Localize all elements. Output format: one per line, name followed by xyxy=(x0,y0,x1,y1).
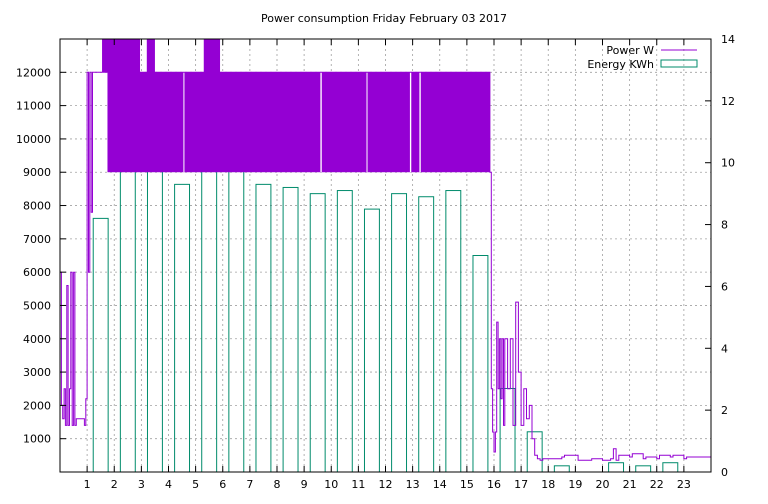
y2-tick-label: 14 xyxy=(721,33,735,46)
power-band-gap xyxy=(320,72,322,173)
power-band xyxy=(107,72,490,173)
y2-tick-label: 8 xyxy=(721,219,728,232)
x-tick-label: 22 xyxy=(650,478,664,491)
energy-bar xyxy=(92,217,109,473)
y2-tick-label: 6 xyxy=(721,280,728,293)
x-tick-label: 15 xyxy=(460,478,474,491)
y-tick-label: 5000 xyxy=(23,299,51,312)
x-tick-label: 9 xyxy=(301,478,308,491)
x-tick-label: 8 xyxy=(274,478,281,491)
y2-tick-label: 4 xyxy=(721,342,728,355)
y-tick-label: 9000 xyxy=(23,166,51,179)
y-tick-label: 10000 xyxy=(16,133,51,146)
x-tick-label: 12 xyxy=(379,478,393,491)
legend-label-energy: Energy KWh xyxy=(587,58,654,71)
x-tick-label: 1 xyxy=(84,478,91,491)
x-tick-label: 6 xyxy=(219,478,226,491)
energy-bar xyxy=(255,183,272,473)
energy-bar xyxy=(146,156,163,473)
power-line-group xyxy=(60,71,711,461)
energy-bar xyxy=(662,462,679,473)
energy-bar xyxy=(608,462,625,473)
power-peak-band xyxy=(102,39,141,73)
y-tick-label: 12000 xyxy=(16,66,51,79)
x-tick-label: 17 xyxy=(514,478,528,491)
x-tick-label: 19 xyxy=(568,478,582,491)
x-tick-label: 13 xyxy=(406,478,420,491)
x-tick-label: 4 xyxy=(165,478,172,491)
y-tick-label: 11000 xyxy=(16,100,51,113)
energy-bar xyxy=(363,208,380,473)
power-band-gap xyxy=(366,72,368,173)
energy-bar xyxy=(391,193,408,473)
y2-tick-label: 12 xyxy=(721,95,735,108)
x-tick-label: 5 xyxy=(192,478,199,491)
y-tick-label: 8000 xyxy=(23,200,51,213)
x-tick-label: 20 xyxy=(596,478,610,491)
energy-bar xyxy=(309,193,326,473)
energy-bar xyxy=(418,196,435,473)
legend-box-energy xyxy=(660,59,698,68)
y-tick-label: 1000 xyxy=(23,433,51,446)
x-tick-label: 7 xyxy=(246,478,253,491)
x-tick-label: 2 xyxy=(111,478,118,491)
energy-bar xyxy=(174,183,191,473)
y2-tick-label: 0 xyxy=(721,466,728,479)
legend-label-power: Power W xyxy=(606,44,654,57)
x-tick-label: 18 xyxy=(541,478,555,491)
power-line xyxy=(60,71,711,461)
power-peak-band xyxy=(203,39,221,73)
energy-bar xyxy=(635,465,652,473)
y-tick-label: 3000 xyxy=(23,366,51,379)
power-band-gap xyxy=(409,72,412,173)
energy-bar xyxy=(228,143,245,473)
power-band-gap xyxy=(419,72,421,173)
power-band-gap xyxy=(183,72,185,173)
energy-bar xyxy=(282,186,299,473)
y-tick-label: 7000 xyxy=(23,233,51,246)
x-tick-label: 10 xyxy=(324,478,338,491)
power-dense-fill xyxy=(102,39,490,173)
energy-bar xyxy=(201,122,218,473)
energy-bar xyxy=(445,190,462,473)
axes: 1 2 3 4 5 6 7 8 9 10 11 12 13 14 15 16 17 18 19 20 21 22 23100… xyxy=(16,33,735,491)
x-tick-label: 21 xyxy=(623,478,637,491)
chart-title: Power consumption Friday February 03 201… xyxy=(261,12,507,25)
power-peak-band xyxy=(146,39,155,73)
energy-bar xyxy=(553,465,570,473)
y-tick-label: 4000 xyxy=(23,333,51,346)
energy-bar xyxy=(336,190,353,473)
x-tick-label: 14 xyxy=(433,478,447,491)
x-tick-label: 16 xyxy=(487,478,501,491)
legend: Power W Energy KWh xyxy=(587,44,698,71)
x-tick-label: 11 xyxy=(351,478,365,491)
y2-tick-label: 2 xyxy=(721,404,728,417)
x-tick-label: 3 xyxy=(138,478,145,491)
x-tick-label: 23 xyxy=(677,478,691,491)
y-tick-label: 2000 xyxy=(23,399,51,412)
y2-tick-label: 10 xyxy=(721,157,735,170)
y-tick-label: 6000 xyxy=(23,266,51,279)
energy-bar xyxy=(472,255,489,473)
